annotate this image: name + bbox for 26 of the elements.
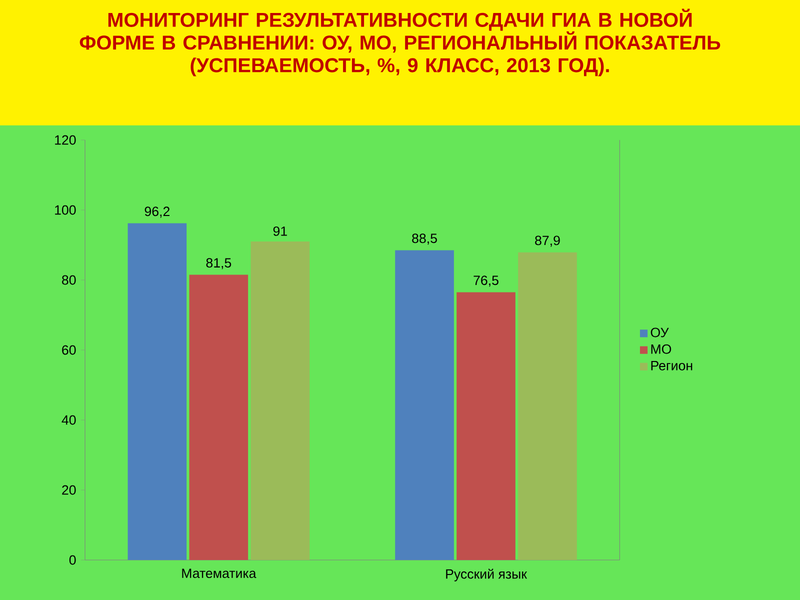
y-tick-label: 0 [69, 555, 76, 565]
y-tick-label: 80 [62, 275, 76, 285]
y-tick-label: 40 [62, 415, 76, 425]
legend-label: МО [651, 344, 672, 354]
x-tick-label: Математика [182, 568, 256, 578]
data-label: 96,2 [144, 206, 170, 218]
y-tick-label: 120 [55, 135, 76, 145]
bar [250, 241, 310, 560]
y-tick-label: 60 [62, 345, 76, 355]
data-label: 81,5 [206, 258, 232, 270]
data-label: 91 [273, 226, 287, 236]
data-label: 88,5 [412, 234, 437, 245]
bar [189, 274, 248, 560]
y-tick-label: 20 [62, 485, 76, 495]
legend-label: Регион [651, 361, 692, 370]
chart-title: МОНИТОРИНГ РЕЗУЛЬТАТИВНОСТИ СДАЧИ ГИА В НОВОЙ ФОРМЕ В СРАВНЕНИИ: ОУ, МО, РЕГИОНАЛЬНЫЙ ПОКАЗАТЕЛЬ [80, 8, 720, 53]
bar [456, 292, 516, 560]
x-tick-label: Русский язык [446, 568, 528, 582]
bar [395, 250, 454, 560]
bar [128, 223, 187, 560]
y-tick-label: 100 [55, 205, 76, 215]
bar [518, 252, 577, 560]
legend-label: ОУ [650, 328, 669, 338]
data-label: 87,9 [535, 236, 560, 247]
chart-subtitle: (УСПЕВАЕМОСТЬ, %, 9 КЛАСС, 2013 ГОД). [190, 58, 609, 76]
data-label: 76,5 [474, 276, 498, 287]
